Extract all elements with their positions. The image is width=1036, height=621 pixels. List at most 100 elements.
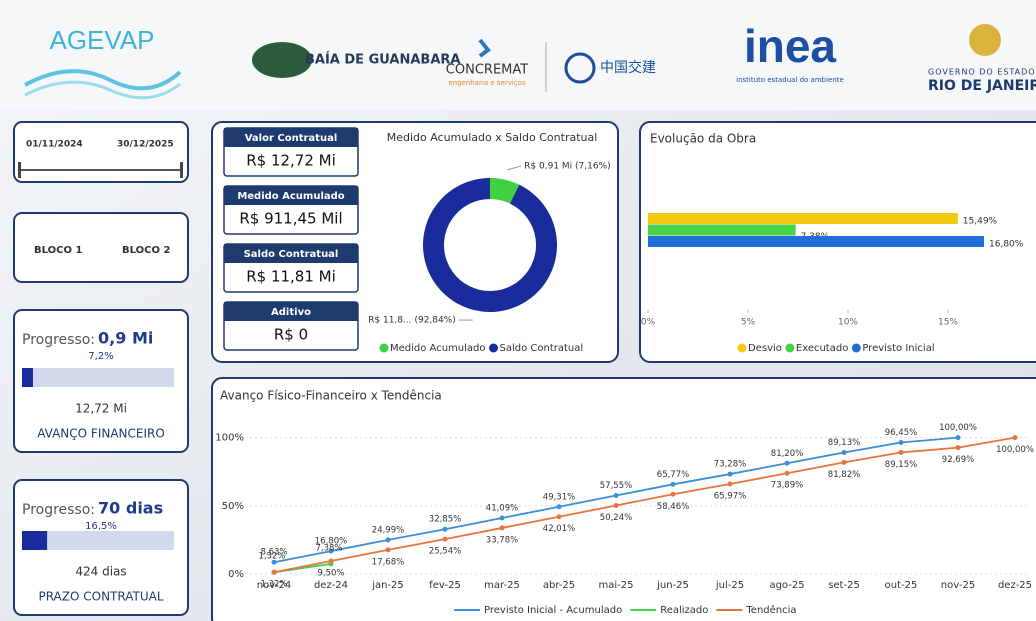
progress-track <box>22 368 174 387</box>
legend-label: Saldo Contratual <box>500 343 584 354</box>
point <box>671 482 676 487</box>
x-tick-label: 10% <box>838 318 858 328</box>
data-label: 100,00% <box>996 445 1034 455</box>
data-label: 1,32% <box>258 552 285 562</box>
date-filter[interactable] <box>14 122 188 182</box>
bar <box>648 236 984 247</box>
data-label: 32,85% <box>429 515 461 525</box>
data-label: 25,54% <box>429 547 461 557</box>
data-label: 50,24% <box>600 513 632 523</box>
legend-label: Previsto Inicial <box>862 343 934 354</box>
data-label: 15,49% <box>963 217 998 227</box>
progress-value: 70 dias <box>98 499 163 518</box>
data-label: 1,32% <box>260 580 287 590</box>
point <box>272 570 277 575</box>
kpi-value: R$ 911,45 Mil <box>239 210 342 228</box>
point <box>842 450 847 455</box>
logo: 中国交建 <box>600 59 656 76</box>
point <box>785 471 790 476</box>
progress-percent: 16,5% <box>85 521 117 532</box>
data-label: 96,45% <box>885 428 917 438</box>
point <box>956 445 961 450</box>
data-label: 100,00% <box>939 423 977 433</box>
progress-percent: 7,2% <box>88 351 113 362</box>
progress-fill <box>22 368 33 387</box>
logo: GOVERNO DO ESTADO <box>928 68 1036 77</box>
data-label: R$ 11,8... (92,84%) <box>368 316 456 326</box>
legend-marker <box>738 344 747 353</box>
data-label: 17,68% <box>372 557 404 567</box>
progress-fill <box>22 531 47 550</box>
x-tick-label: 0% <box>641 318 656 328</box>
kpi-value: R$ 0 <box>274 326 308 344</box>
kpi-value: R$ 11,81 Mi <box>246 268 336 286</box>
x-tick-label: ago-25 <box>769 580 804 591</box>
point <box>443 537 448 542</box>
point <box>842 460 847 465</box>
logo: BAÍA DE GUANABARA <box>305 52 460 68</box>
point <box>386 547 391 552</box>
dashboard: AGEVAP BAÍA DE GUANABARA CONCREMAT engen… <box>0 0 1036 621</box>
y-tick-label: 0% <box>228 569 244 580</box>
y-tick-label: 100% <box>215 433 244 444</box>
data-label: 33,78% <box>486 535 518 545</box>
point <box>899 440 904 445</box>
legend-label: Executado <box>796 343 848 354</box>
date-end[interactable]: 30/12/2025 <box>117 140 174 150</box>
legend-label: Tendência <box>745 604 796 616</box>
point <box>614 493 619 498</box>
data-label: 81,82% <box>828 470 860 480</box>
point <box>329 559 334 564</box>
logo: engenharia e serviços <box>448 79 526 87</box>
legend-label: Desvio <box>748 343 782 354</box>
chart-title: Medido Acumulado x Saldo Contratual <box>387 131 598 144</box>
data-label: R$ 0,91 Mi (7,16%) <box>524 161 610 171</box>
data-label: 16,80% <box>989 240 1024 250</box>
data-label: 42,01% <box>543 524 575 534</box>
x-tick-label: mai-25 <box>599 580 634 591</box>
point <box>728 482 733 487</box>
legend-label: Previsto Inicial - Acumulado <box>484 605 622 616</box>
progress-total: 12,72 Mi <box>75 402 127 416</box>
x-tick-label: out-25 <box>885 580 918 591</box>
x-tick-label: jan-25 <box>371 580 404 591</box>
block-option[interactable]: BLOCO 1 <box>34 245 82 256</box>
point <box>899 450 904 455</box>
point <box>500 515 505 520</box>
progress-caption: AVANÇO FINANCEIRO <box>37 427 165 441</box>
data-label: 57,55% <box>600 481 632 491</box>
data-label: 58,46% <box>657 502 689 512</box>
legend-marker <box>489 344 498 353</box>
header-bar <box>0 0 1036 110</box>
point <box>956 435 961 440</box>
slider-handle[interactable] <box>18 162 21 178</box>
date-start[interactable]: 01/11/2024 <box>26 140 83 150</box>
progress-total: 424 dias <box>75 565 126 579</box>
data-label: 89,13% <box>828 438 860 448</box>
data-label: 92,69% <box>942 455 974 465</box>
bar <box>648 213 958 224</box>
bar <box>648 225 796 236</box>
block-option[interactable]: BLOCO 2 <box>122 245 170 256</box>
x-tick-label: fev-25 <box>429 580 461 591</box>
data-label: 65,97% <box>714 492 746 502</box>
progress-value: 0,9 Mi <box>98 329 153 348</box>
logo-icon <box>252 42 312 78</box>
data-label: 73,89% <box>771 481 803 491</box>
legend-marker <box>380 344 389 353</box>
data-label: 7,38% <box>315 543 342 553</box>
progress-caption: PRAZO CONTRATUAL <box>38 590 163 604</box>
x-tick-label: dez-24 <box>314 580 348 591</box>
data-label: 73,28% <box>714 460 746 470</box>
kpi-label: Valor Contratual <box>245 133 338 144</box>
point <box>557 504 562 509</box>
data-label: 65,77% <box>657 470 689 480</box>
point <box>443 527 448 532</box>
point <box>500 525 505 530</box>
kpi-label: Aditivo <box>271 307 311 318</box>
chart-title: Avanço Físico-Financeiro x Tendência <box>220 389 442 403</box>
data-label: 24,99% <box>372 525 404 535</box>
x-tick-label: abr-25 <box>543 580 575 591</box>
slider-handle[interactable] <box>180 162 183 178</box>
x-tick-label: nov-25 <box>941 580 975 591</box>
